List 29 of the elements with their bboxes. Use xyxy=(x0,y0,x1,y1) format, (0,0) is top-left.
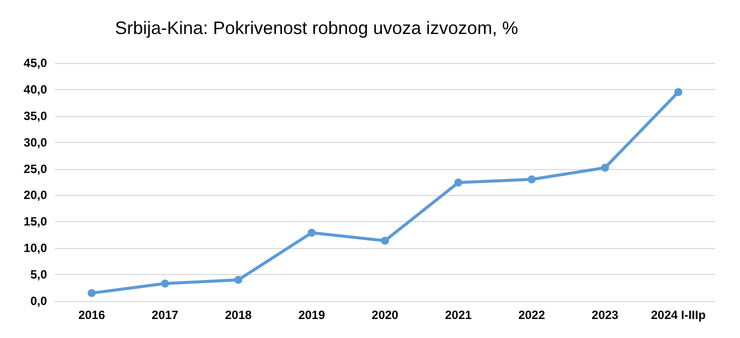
point xyxy=(601,164,609,172)
chart-title: Srbija-Kina: Pokrivenost robnog uvoza izvozom, % xyxy=(115,18,518,38)
y-tick-label: 15,0 xyxy=(24,214,48,229)
y-tick-label: 40,0 xyxy=(24,82,48,96)
x-tick-label: 2019 xyxy=(298,308,326,322)
y-tick-label: 0,0 xyxy=(30,294,48,308)
point xyxy=(308,228,316,237)
x-tick-label: 2021 xyxy=(444,308,472,322)
y-tick-label: 5,0 xyxy=(30,268,48,282)
point xyxy=(161,280,169,288)
y-tick-label: 35,0 xyxy=(24,108,48,123)
point xyxy=(674,88,682,96)
y-tick-label: 30,0 xyxy=(24,135,48,150)
y-tick-label: 20,0 xyxy=(24,188,48,202)
point xyxy=(88,289,96,298)
point xyxy=(528,175,536,184)
x-tick-label: 2023 xyxy=(592,308,619,322)
x-tick-label: 2022 xyxy=(518,308,546,322)
point xyxy=(381,236,389,245)
x-tick-label: 2024 I-IIIp xyxy=(650,308,706,322)
point xyxy=(454,178,462,187)
point xyxy=(234,276,242,284)
y-tick-label: 45,0 xyxy=(24,56,48,70)
x-tick-label: 2018 xyxy=(224,308,252,322)
y-tick-label: 25,0 xyxy=(24,162,48,176)
x-tick-label: 2016 xyxy=(78,308,106,322)
x-tick-label: 2020 xyxy=(372,308,399,322)
y-tick-label: 10,0 xyxy=(24,241,48,256)
x-tick-label: 2017 xyxy=(152,308,179,322)
